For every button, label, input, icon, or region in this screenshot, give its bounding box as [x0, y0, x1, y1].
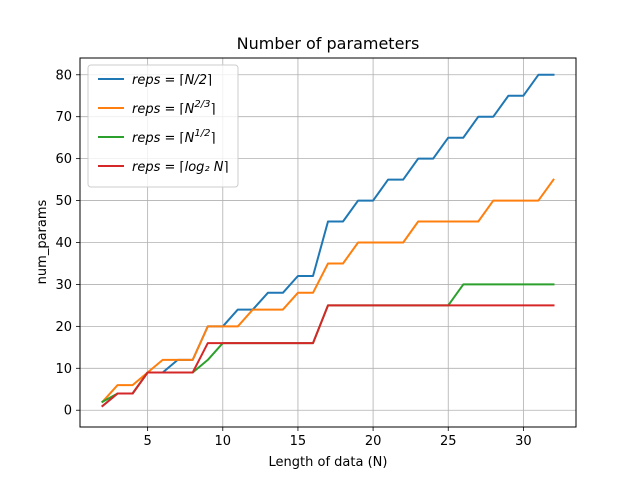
legend-label: reps = ⌈N/2⌉: [132, 73, 212, 88]
chart-title: Number of parameters: [237, 34, 420, 53]
y-tick-label: 30: [55, 278, 72, 293]
x-tick-label: 30: [515, 434, 532, 449]
series-line-2: [101, 178, 555, 404]
legend-label: reps = ⌈log₂ N⌉: [132, 160, 229, 175]
series-lines: [101, 73, 555, 408]
y-axis-ticks: 0 10 20 30 40 50 60 70 80: [55, 68, 80, 419]
x-tick-label: 10: [215, 434, 232, 449]
series-line-4: [101, 304, 555, 408]
y-tick-label: 10: [55, 362, 72, 377]
x-axis-label: Length of data (N): [269, 455, 388, 470]
y-tick-label: 20: [55, 320, 72, 335]
x-axis-ticks: 5 10 15 20 25 30: [143, 427, 532, 449]
legend: reps = ⌈N/2⌉ reps = ⌈N2/3⌉ reps = ⌈N1/2⌉ re…: [87, 64, 239, 188]
y-tick-label: 60: [55, 152, 72, 167]
y-tick-label: 80: [55, 68, 72, 83]
legend-label: reps = ⌈N1/2⌉: [132, 128, 216, 146]
x-tick-label: 20: [365, 434, 382, 449]
legend-box: [87, 64, 239, 188]
y-tick-label: 40: [55, 236, 72, 251]
y-tick-label: 50: [55, 194, 72, 209]
x-tick-label: 25: [440, 434, 457, 449]
x-tick-label: 5: [143, 434, 151, 449]
legend-label: reps = ⌈N2/3⌉: [132, 99, 216, 117]
y-axis-label: num_params: [35, 199, 50, 284]
x-tick-label: 15: [290, 434, 307, 449]
y-tick-label: 70: [55, 110, 72, 125]
y-tick-label: 0: [64, 404, 72, 419]
